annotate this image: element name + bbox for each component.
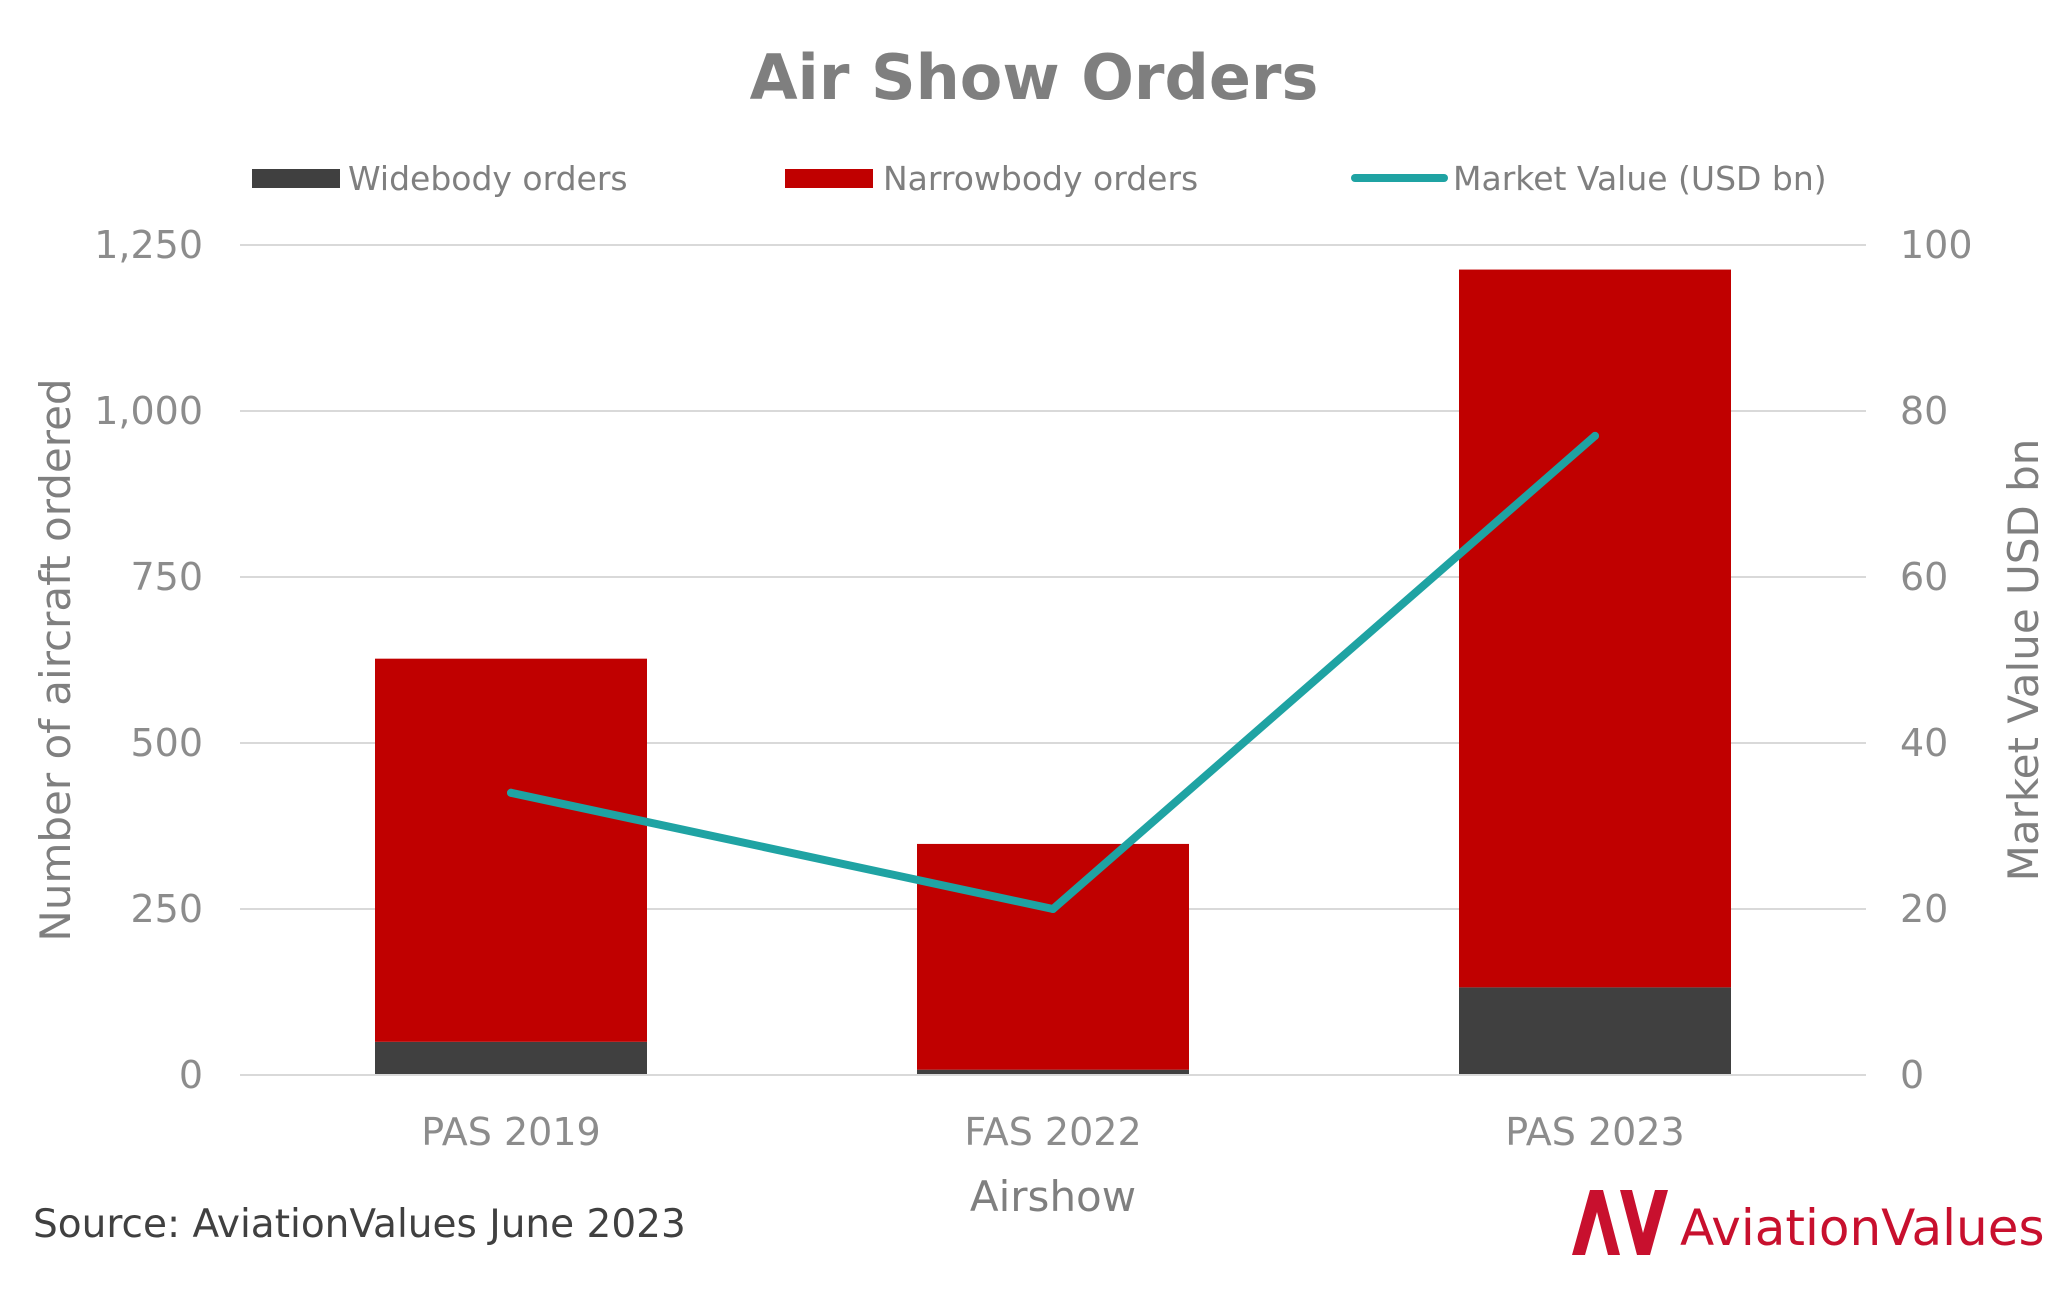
bar-widebody-orders [917, 1069, 1189, 1075]
x-tick-label: FAS 2022 [964, 1110, 1141, 1154]
y-tick-label: 1,000 [94, 389, 203, 433]
y-tick-label: 250 [130, 887, 203, 931]
legend: Widebody orders Narrowbody orders Market V… [252, 159, 1827, 198]
y-tick-label: 1,250 [94, 223, 203, 267]
y-axis-ticks: 0 250 500 750 1,000 1,250 [94, 223, 203, 1097]
line-point [1591, 431, 1599, 440]
y2-tick-label: 0 [1900, 1053, 1924, 1097]
x-axis-ticks: PAS 2019 FAS 2022 PAS 2023 [421, 1110, 1684, 1154]
bar-widebody-orders [1459, 987, 1731, 1075]
bar-narrowbody-orders [375, 658, 647, 1042]
y2-tick-label: 40 [1900, 721, 1948, 765]
y-axis-label: Number of aircraft ordered [31, 378, 80, 941]
chart-title: Air Show Orders [750, 41, 1319, 114]
bars [375, 269, 1731, 1075]
bar-narrowbody-orders [1459, 269, 1731, 988]
y-tick-label: 0 [179, 1053, 203, 1097]
y2-tick-label: 60 [1900, 555, 1948, 599]
logo-mark-icon [1572, 1190, 1668, 1255]
y2-tick-label: 20 [1900, 887, 1948, 931]
y-tick-label: 500 [130, 721, 203, 765]
line-point [1049, 905, 1057, 913]
aviationvalues-logo: AviationValues [1572, 1190, 2045, 1257]
logo-text: AviationValues [1680, 1199, 2045, 1257]
legend-label: Market Value (USD bn) [1453, 159, 1827, 198]
y2-tick-label: 100 [1900, 223, 1973, 267]
line-series [507, 431, 1599, 913]
legend-label: Narrowbody orders [883, 159, 1198, 198]
legend-label: Widebody orders [348, 159, 628, 198]
bar-narrowbody-orders [917, 843, 1189, 1070]
source-note: Source: AviationValues June 2023 [33, 1202, 686, 1247]
y2-axis-label: Market Value USD bn [1999, 439, 2048, 882]
market-value-line [507, 431, 1599, 913]
line-point [507, 788, 515, 797]
bar-widebody-orders [375, 1041, 647, 1075]
x-axis-label: Airshow [970, 1172, 1136, 1221]
legend-swatch [785, 169, 873, 188]
x-tick-label: PAS 2023 [1505, 1110, 1684, 1154]
x-tick-label: PAS 2019 [421, 1110, 600, 1154]
y2-axis-ticks: 0 20 40 60 80 100 [1900, 223, 1973, 1097]
legend-swatch [252, 169, 340, 188]
y-tick-label: 750 [130, 555, 203, 599]
y2-tick-label: 80 [1900, 389, 1948, 433]
